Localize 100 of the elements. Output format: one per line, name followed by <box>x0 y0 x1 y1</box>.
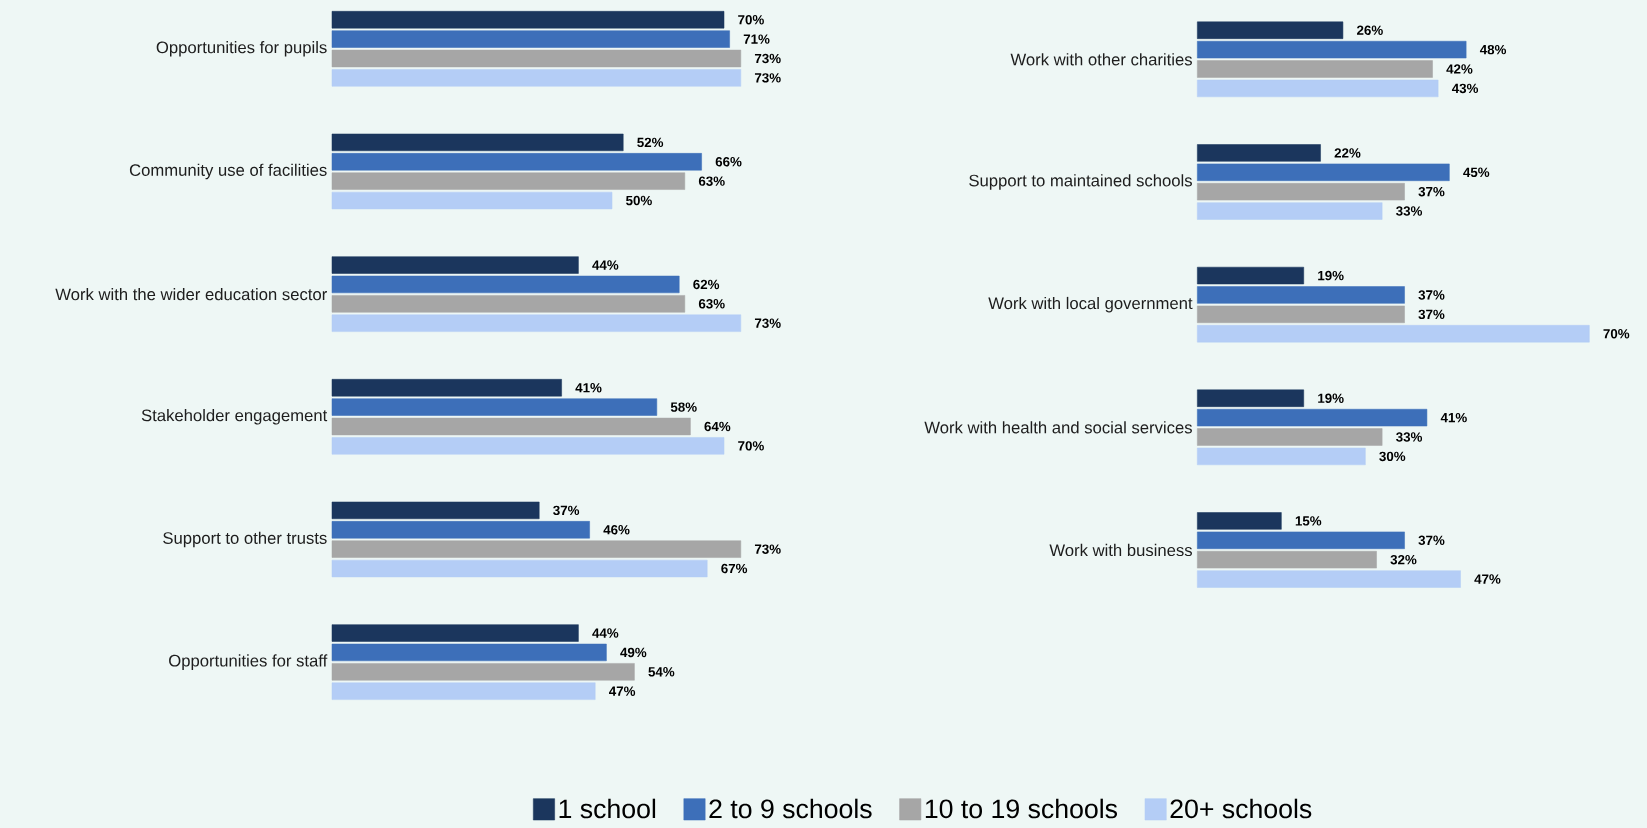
bar <box>1197 163 1450 181</box>
data-label: 45% <box>1463 167 1490 177</box>
data-label: 37% <box>1418 309 1445 320</box>
data-label: 37% <box>1418 186 1445 197</box>
data-label: 37% <box>1418 290 1445 300</box>
bar <box>1197 183 1405 201</box>
data-label: 22% <box>1334 148 1361 158</box>
legend-label: 1 school <box>559 798 656 819</box>
data-label: 66% <box>715 157 742 167</box>
data-label: 63% <box>698 176 725 186</box>
data-label: 19% <box>1318 393 1344 403</box>
bar <box>331 540 742 558</box>
data-label: 54% <box>648 667 675 677</box>
data-label: 32% <box>1390 554 1417 565</box>
bar <box>331 521 590 539</box>
data-label: 73% <box>754 318 781 328</box>
y-tick-label: Work with health and social services <box>924 421 1192 434</box>
y-tick-label: Support to maintained schools <box>969 174 1192 190</box>
data-label: 52% <box>637 137 664 148</box>
data-label: 26% <box>1356 25 1383 35</box>
bar <box>1197 266 1304 285</box>
bar <box>1197 305 1405 324</box>
bar <box>331 11 725 29</box>
bar <box>1197 21 1344 39</box>
data-label: 73% <box>754 73 781 83</box>
bar <box>331 275 680 294</box>
data-label: 15% <box>1295 516 1322 526</box>
data-label: 63% <box>698 299 725 309</box>
data-label: 19% <box>1318 270 1344 281</box>
data-label: 46% <box>603 525 630 535</box>
bar <box>331 49 742 68</box>
legend-label: 2 to 9 schools <box>709 798 872 819</box>
data-label: 43% <box>1451 83 1479 94</box>
data-label: 73% <box>754 544 781 554</box>
bar <box>331 191 613 210</box>
y-tick-label: Support to other trusts <box>163 531 327 548</box>
data-label: 70% <box>1603 329 1630 339</box>
bar <box>331 437 725 455</box>
bar <box>331 379 562 397</box>
data-label: 47% <box>609 686 636 696</box>
bar <box>1197 512 1282 530</box>
data-label: 64% <box>704 421 731 432</box>
bar <box>331 501 540 520</box>
bar <box>331 417 691 436</box>
data-label: 48% <box>1479 44 1507 55</box>
y-tick-label: Work with other charities <box>1010 53 1192 66</box>
bar <box>331 30 730 48</box>
data-label: 33% <box>1396 206 1423 216</box>
data-label: 67% <box>721 563 748 574</box>
bar <box>1197 389 1304 407</box>
bar <box>331 172 686 190</box>
bar <box>331 624 579 642</box>
bar <box>331 398 658 416</box>
bar <box>1197 202 1383 220</box>
y-tick-label: Opportunities for staff <box>169 654 328 670</box>
data-label: 73% <box>754 53 781 64</box>
data-label: 62% <box>693 279 720 290</box>
y-tick-label: Work with the wider education sector <box>55 288 327 301</box>
y-tick-label: Work with business <box>1049 543 1192 557</box>
bar <box>331 682 596 700</box>
data-label: 70% <box>738 441 764 451</box>
bar <box>1197 286 1405 304</box>
y-tick-label: Work with local government <box>988 296 1193 313</box>
bar <box>1197 447 1366 466</box>
bar <box>331 295 686 313</box>
bar <box>1197 428 1383 446</box>
data-label: 42% <box>1446 64 1473 74</box>
data-label: 49% <box>620 647 647 658</box>
bar <box>1197 60 1433 78</box>
data-label: 70% <box>738 15 764 25</box>
bar <box>331 643 607 662</box>
bar <box>1197 570 1461 588</box>
y-tick-label: Opportunities for pupils <box>156 41 327 57</box>
bar <box>1197 551 1377 569</box>
bar <box>1197 144 1321 162</box>
data-label: 58% <box>670 402 697 412</box>
data-label: 50% <box>626 195 652 206</box>
data-label: 37% <box>553 505 580 516</box>
bar <box>331 256 579 274</box>
data-label: 41% <box>1440 412 1467 423</box>
legend-label: 20+ schools <box>1170 798 1312 819</box>
data-label: 47% <box>1474 574 1501 584</box>
bar <box>331 69 742 87</box>
bar <box>331 663 635 681</box>
bar <box>1197 408 1428 427</box>
legend-label: 10 to 19 schools <box>925 798 1118 819</box>
bar <box>331 153 702 171</box>
bar <box>1197 325 1590 343</box>
data-label: 37% <box>1418 535 1445 546</box>
data-label: 30% <box>1379 451 1406 462</box>
data-label: 44% <box>592 260 619 270</box>
bar <box>1197 531 1405 549</box>
data-label: 41% <box>575 383 602 393</box>
bar <box>1197 40 1467 59</box>
data-label: 44% <box>592 628 619 638</box>
bar <box>1197 79 1439 98</box>
bar <box>331 133 624 152</box>
bar <box>331 314 742 332</box>
y-tick-label: Stakeholder engagement <box>141 409 328 425</box>
y-tick-label: Community use of facilities <box>129 163 327 180</box>
